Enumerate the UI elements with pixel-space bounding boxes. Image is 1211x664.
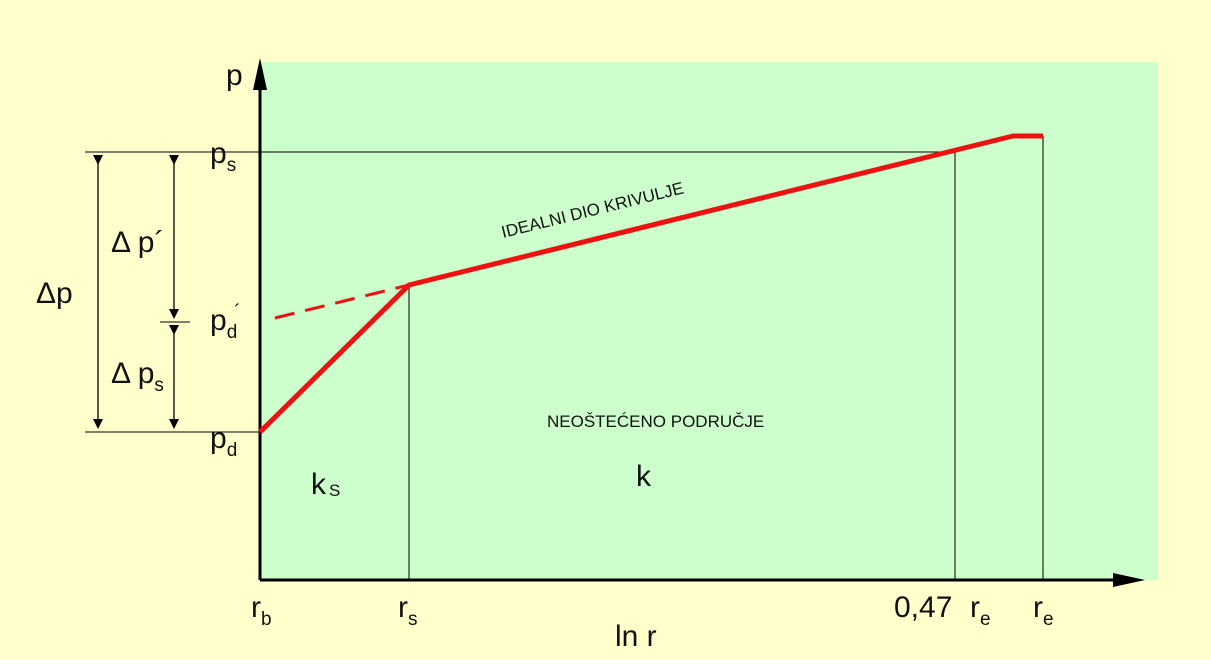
extrapolation-dashed-line — [274, 283, 410, 320]
delta-p-label: Δp — [36, 277, 73, 310]
pd-label: pd — [210, 422, 237, 461]
re-label-2: re — [1033, 591, 1054, 630]
plot-area — [260, 62, 1158, 580]
x-axis-arrow-icon — [1113, 573, 1145, 587]
undamaged-zone-label: NEOŠTEĆENO PODRUČJE — [547, 412, 764, 431]
tick-047-label: 0,47 — [894, 591, 952, 624]
x-axis-label: ln r — [615, 620, 657, 653]
k-label: k — [636, 460, 652, 493]
pd-prime-label: pd´ — [210, 302, 241, 343]
delta-p-prime-label: Δ p´ — [111, 226, 164, 259]
rb-label: rb — [251, 591, 272, 630]
y-axis-label: p — [226, 59, 243, 92]
y-axis-arrow-icon — [253, 58, 267, 90]
rs-label: rs — [398, 591, 418, 630]
re-label-1: re — [970, 591, 991, 630]
delta-ps-label: Δ ps — [111, 357, 164, 396]
pressure-curve — [258, 133, 1043, 434]
ps-label: ps — [210, 137, 236, 176]
